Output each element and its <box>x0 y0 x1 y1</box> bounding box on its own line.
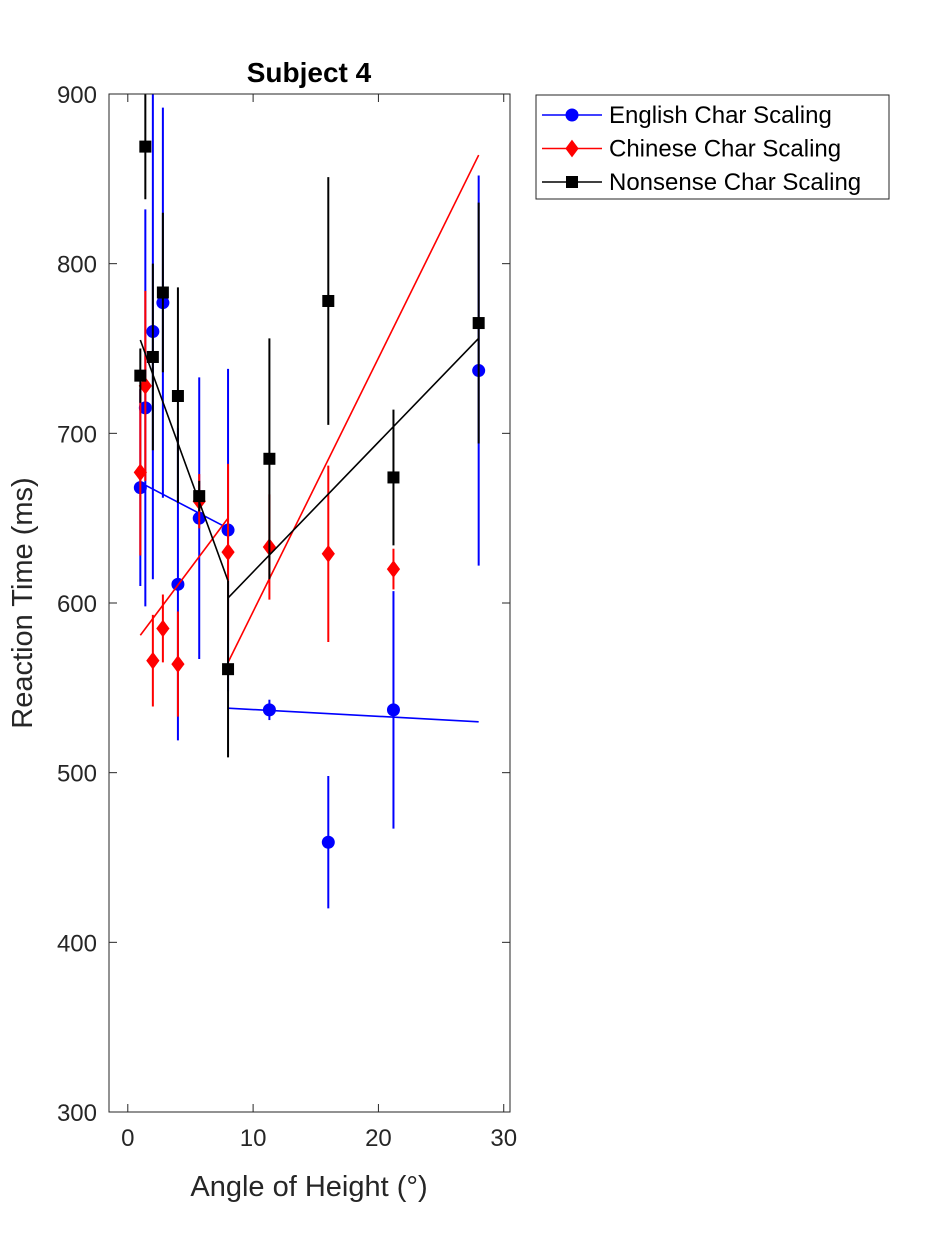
data-point <box>221 543 235 561</box>
x-axis-ticks: 0 10 20 30 <box>121 94 517 1152</box>
data-point <box>134 369 147 382</box>
y-axis-label: Reaction Time (ms) <box>7 477 39 728</box>
data-point <box>156 619 170 638</box>
y-tick-label: 400 <box>57 930 97 957</box>
x-tick-label: 10 <box>240 1125 267 1152</box>
fit-line <box>139 517 229 636</box>
legend-marker <box>566 176 578 188</box>
legend-label: English Char Scaling <box>609 102 832 129</box>
plot-area <box>133 94 486 909</box>
data-point <box>171 390 184 403</box>
y-tick-label: 600 <box>57 591 97 618</box>
legend-box <box>535 94 890 200</box>
x-tick-label: 30 <box>490 1125 517 1152</box>
fit-line <box>227 337 480 599</box>
series-3 <box>134 94 485 758</box>
y-tick-label: 800 <box>57 252 97 279</box>
legend-entry: English Char Scaling <box>542 102 832 129</box>
fit-line <box>139 481 229 530</box>
chart-title: Subject 4 <box>247 57 372 88</box>
data-point <box>139 140 152 153</box>
data-point <box>262 703 276 717</box>
data-point <box>387 471 400 484</box>
legend-marker <box>565 108 579 122</box>
legend-entry: Chinese Char Scaling <box>542 136 841 163</box>
x-tick-label: 20 <box>365 1125 392 1152</box>
y-tick-label: 300 <box>57 1100 97 1127</box>
data-point <box>321 544 335 563</box>
data-point <box>146 350 159 363</box>
legend-label: Chinese Char Scaling <box>609 136 841 163</box>
legend-marker <box>565 139 579 158</box>
legend: English Char Scaling Chinese Char Scaling… <box>535 94 890 200</box>
data-point <box>263 452 276 465</box>
legend-entry: Nonsense Char Scaling <box>542 169 861 196</box>
data-point <box>386 560 401 578</box>
data-point <box>171 655 185 673</box>
data-point <box>322 294 335 307</box>
legend-entries: English Char Scaling Chinese Char Scaling… <box>542 102 861 196</box>
y-axis-ticks: 300 400 500 600 700 800 900 <box>57 82 510 1127</box>
x-tick-label: 0 <box>121 1125 134 1152</box>
y-tick-label: 900 <box>57 82 97 109</box>
legend-label: Nonsense Char Scaling <box>609 169 861 196</box>
data-point <box>133 463 147 482</box>
data-point <box>193 490 206 503</box>
data-point <box>146 651 160 670</box>
data-point <box>386 703 400 717</box>
data-point <box>472 317 485 330</box>
x-axis-label: Angle of Height (°) <box>190 1171 427 1203</box>
fit-line <box>139 339 229 582</box>
data-point <box>222 663 235 676</box>
data-point <box>138 376 152 395</box>
data-point <box>156 286 169 299</box>
y-tick-label: 500 <box>57 761 97 788</box>
y-tick-label: 700 <box>57 421 97 448</box>
data-point <box>321 835 335 849</box>
